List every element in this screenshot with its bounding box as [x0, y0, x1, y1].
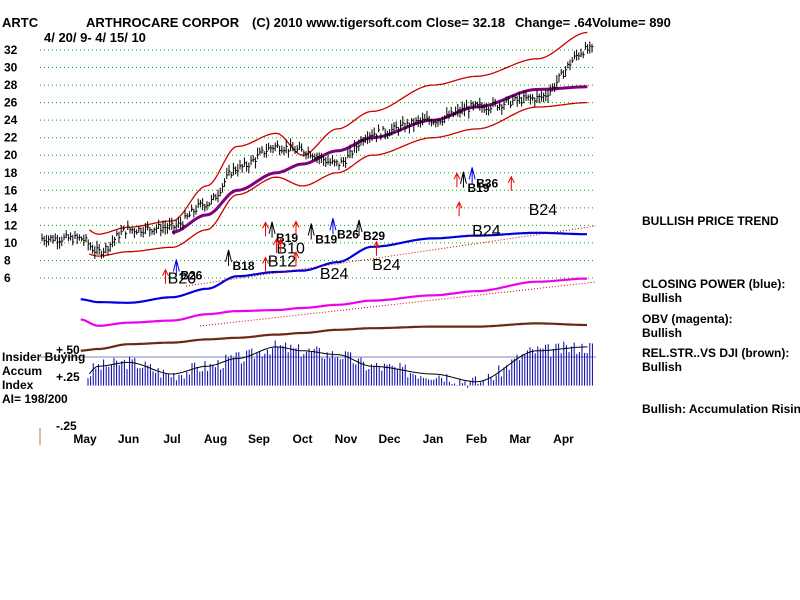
signal-arrow	[459, 171, 467, 188]
moving-average-line	[171, 85, 588, 234]
signal-arrow	[172, 259, 180, 276]
obv-line	[80, 277, 587, 327]
signal-label: B24	[529, 202, 558, 219]
accum-minus25-label: -.25	[56, 419, 77, 433]
copyright: (C) 2010 www.tigersoft.com	[252, 15, 422, 30]
y-tick-label: 14	[4, 201, 18, 215]
y-tick-label: 12	[4, 218, 18, 232]
month-label: Oct	[292, 432, 312, 446]
month-label: May	[73, 432, 97, 446]
red-signal-arrow	[262, 256, 269, 272]
y-tick-label: 18	[4, 166, 18, 180]
insider-buying-label: Insider Buying	[2, 350, 85, 364]
change-value: Change= .64	[515, 15, 593, 30]
ticker: ARTC	[2, 15, 39, 30]
accum-label: Accum	[2, 364, 42, 378]
month-label: Apr	[553, 432, 574, 446]
signal-label: B24	[372, 257, 401, 274]
month-label: Feb	[466, 432, 487, 446]
signal-label: B26	[337, 227, 359, 241]
closing-power-trendline	[185, 225, 597, 287]
price-bars	[41, 41, 594, 260]
red-signal-arrow	[262, 221, 269, 237]
signal-label: B36	[476, 176, 498, 190]
side-note-relstr: REL.STR..VS DJI (brown):	[642, 346, 789, 360]
y-tick-label: 28	[4, 78, 18, 92]
lower-band-line	[89, 101, 588, 257]
signal-label: B18	[233, 259, 255, 273]
index-label: Index	[2, 378, 34, 392]
y-tick-label: 20	[4, 148, 18, 162]
signal-arrow	[307, 223, 315, 240]
month-label: Dec	[378, 432, 400, 446]
ai-label: AI= 198/200	[2, 392, 68, 406]
red-signal-arrow	[292, 251, 300, 267]
obv-trendline	[199, 281, 597, 327]
red-signal-arrow	[292, 220, 300, 236]
y-tick-label: 8	[4, 253, 11, 267]
month-label: Sep	[248, 432, 270, 446]
rel-str-line	[80, 322, 587, 352]
side-note-price-trend: BULLISH PRICE TREND	[642, 214, 779, 228]
signal-arrow	[329, 218, 337, 235]
signal-label: B26	[180, 268, 202, 282]
month-label: Jan	[423, 432, 444, 446]
accum-plus25-label: +.25	[56, 370, 80, 384]
red-signal-arrow	[277, 237, 285, 254]
y-tick-label: 30	[4, 61, 18, 75]
accum-plus50-label: +.50	[56, 343, 80, 357]
closing-power-line	[80, 231, 587, 304]
signal-arrow	[355, 219, 363, 237]
series-lines	[88, 31, 588, 257]
signal-label: B19	[315, 233, 337, 247]
accum-ma-line	[88, 346, 588, 383]
signal-arrow	[468, 167, 476, 184]
month-label: Nov	[335, 432, 358, 446]
y-axis-ticks: 6 8 10 12 14 16 18 20 22 24 26 28 30 32	[4, 43, 18, 285]
close-value: Close= 32.18	[426, 15, 505, 30]
red-signal-arrow	[455, 201, 463, 217]
side-note-obv-value: Bullish	[642, 326, 682, 340]
signal-label: B29	[363, 229, 385, 243]
signal-label: B19	[467, 181, 489, 195]
company-name: ARTHROCARE CORPOR	[86, 15, 240, 30]
signal-label: B12	[268, 254, 297, 271]
side-note-closing-power: CLOSING POWER (blue):	[642, 277, 785, 291]
month-label: Jun	[118, 432, 139, 446]
signal-arrow	[268, 221, 276, 238]
y-tick-label: 26	[4, 96, 18, 110]
red-signal-arrow	[373, 240, 380, 256]
side-note-accumulation: Bullish: Accumulation Rising	[642, 402, 800, 416]
red-signal-arrow	[162, 268, 169, 284]
side-note-closing-power-value: Bullish	[642, 291, 682, 305]
y-tick-label: 6	[4, 271, 11, 285]
signal-arrow	[225, 249, 233, 266]
month-label: Aug	[204, 432, 227, 446]
side-note-obv: OBV (magenta):	[642, 312, 733, 326]
month-label: Mar	[509, 432, 531, 446]
side-note-relstr-value: Bullish	[642, 360, 682, 374]
y-tick-label: 16	[4, 183, 18, 197]
grid-lines	[40, 49, 596, 358]
y-tick-label: 24	[4, 113, 18, 127]
red-signal-arrow	[507, 175, 515, 191]
y-tick-label: 10	[4, 236, 18, 250]
lower-indicators	[80, 225, 597, 352]
signal-label: B24	[320, 266, 349, 283]
volume-value: Volume= 890	[592, 15, 671, 30]
signal-label: B20	[168, 270, 197, 287]
upper-band-line	[88, 31, 588, 235]
signal-label: B24	[472, 223, 501, 240]
accumulation-index	[87, 340, 593, 388]
month-label: Jul	[163, 432, 180, 446]
y-tick-label: 32	[4, 43, 18, 57]
red-signal-arrow	[453, 172, 461, 188]
y-tick-label: 22	[4, 131, 18, 145]
date-range: 4/ 20/ 9- 4/ 15/ 10	[44, 30, 146, 45]
month-labels: May Jun Jul Aug Sep Oct Nov Dec Jan Feb Mar Apr	[73, 432, 574, 446]
